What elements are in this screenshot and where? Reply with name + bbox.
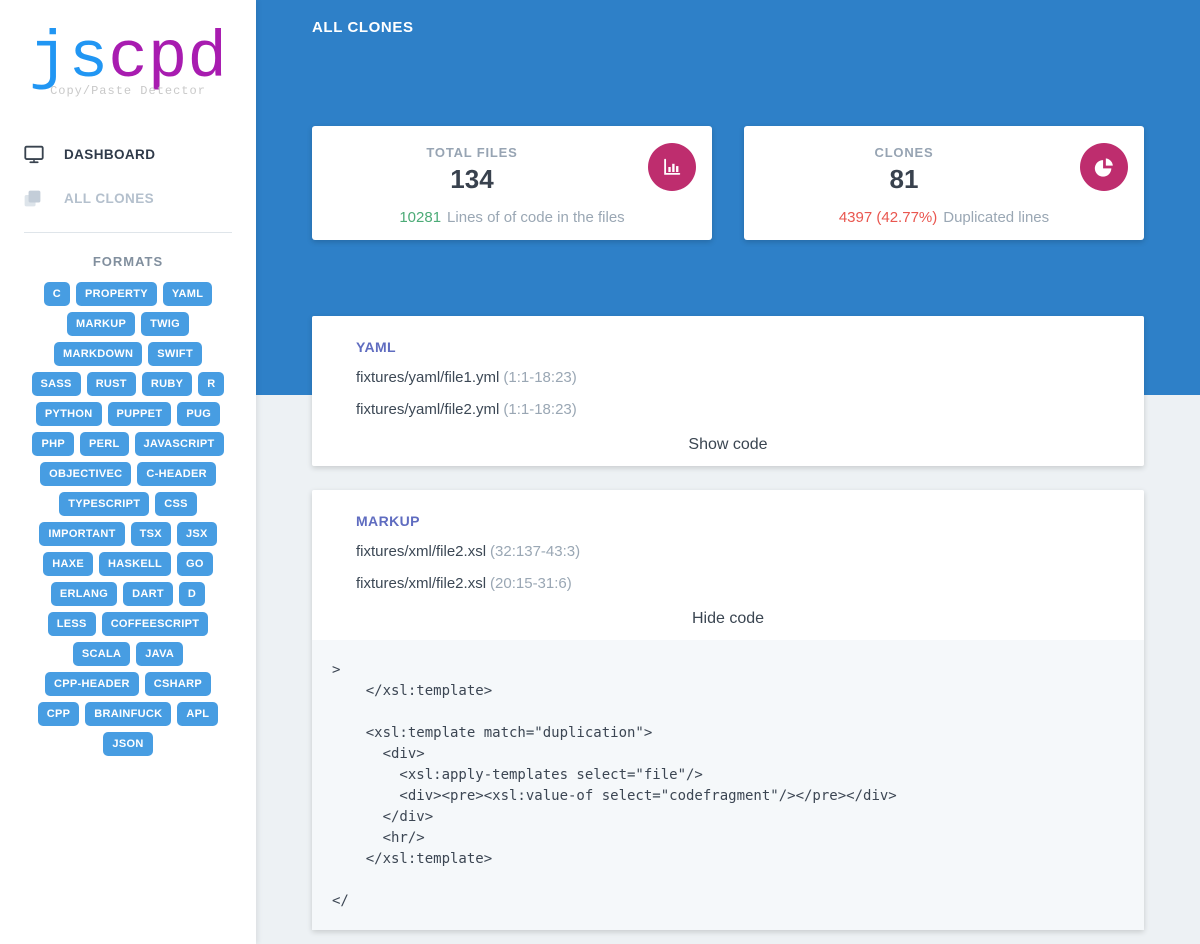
format-badge-objectivec[interactable]: OBJECTIVEC	[40, 462, 132, 486]
format-badge-ruby[interactable]: RUBY	[141, 372, 193, 396]
format-badge-java[interactable]: JAVA	[136, 642, 184, 666]
format-badge-less[interactable]: LESS	[47, 612, 96, 636]
page-title: ALL CLONES	[312, 19, 414, 36]
format-badge-markup[interactable]: MARKUP	[67, 312, 136, 336]
format-badge-scala[interactable]: SCALA	[72, 642, 131, 666]
format-badge-jsx[interactable]: JSX	[176, 522, 217, 546]
format-badge-c[interactable]: C	[43, 282, 70, 306]
clone-format-label: YAML	[356, 339, 396, 355]
clone-file-path: fixtures/xml/file2.xsl	[356, 575, 487, 592]
logo-text-js: js	[28, 21, 109, 96]
clone-file-range: (1:1-18:23)	[503, 369, 577, 386]
format-badge-json[interactable]: JSON	[103, 732, 153, 756]
format-badge-important[interactable]: IMPORTANT	[39, 522, 125, 546]
clone-head: MARKUP fixtures/xml/file2.xsl (32:137-43:…	[312, 490, 1144, 640]
format-badge-sass[interactable]: SASS	[31, 372, 81, 396]
format-badge-python[interactable]: PYTHON	[35, 402, 102, 426]
formats-heading: FORMATS	[92, 254, 164, 269]
clone-file: fixtures/xml/file2.xsl (32:137-43:3)	[356, 542, 1100, 562]
format-badge-twig[interactable]: TWIG	[141, 312, 189, 336]
clone-file-path: fixtures/yaml/file2.yml	[356, 401, 500, 418]
copy-icon	[22, 187, 48, 209]
stat-detail-text: Duplicated lines	[943, 209, 1050, 226]
format-badge-typescript[interactable]: TYPESCRIPT	[59, 492, 150, 516]
clone-file-path: fixtures/yaml/file1.yml	[356, 369, 500, 386]
format-badge-d[interactable]: D	[178, 582, 206, 606]
sidebar-item-label: ALL CLONES	[64, 190, 155, 206]
clone-group-markup: MARKUP fixtures/xml/file2.xsl (32:137-43:…	[312, 490, 1144, 930]
stat-detail: 10281 Lines of of code in the files	[312, 209, 712, 227]
main-area: ALL CLONES TOTAL FILES 134 10281 Lines of…	[256, 0, 1200, 944]
format-badge-csharp[interactable]: CSHARP	[144, 672, 211, 696]
format-badge-markdown[interactable]: MARKDOWN	[54, 342, 143, 366]
sidebar-divider	[24, 232, 232, 233]
clone-file: fixtures/yaml/file2.yml (1:1-18:23)	[356, 400, 1100, 420]
format-badge-cpp[interactable]: CPP	[37, 702, 80, 726]
format-badge-dart[interactable]: DART	[123, 582, 173, 606]
format-badge-r[interactable]: R	[198, 372, 225, 396]
main-content: ALL CLONES TOTAL FILES 134 10281 Lines of…	[256, 0, 1200, 930]
format-badge-cpp-header[interactable]: CPP-HEADER	[45, 672, 139, 696]
format-badge-property[interactable]: PROPERTY	[75, 282, 157, 306]
code-fragment: > </xsl:template> <xsl:template match="d…	[312, 640, 1144, 930]
format-badge-go[interactable]: GO	[177, 552, 213, 576]
format-badge-perl[interactable]: PERL	[79, 432, 129, 456]
stat-card-total-files: TOTAL FILES 134 10281 Lines of of code in…	[312, 126, 712, 240]
sidebar-nav: DASHBOARD ALL CLONES	[0, 132, 256, 220]
format-badge-puppet[interactable]: PUPPET	[107, 402, 172, 426]
sidebar-item-all-clones[interactable]: ALL CLONES	[0, 176, 256, 220]
format-badge-rust[interactable]: RUST	[86, 372, 136, 396]
logo-text-cpd: cpd	[108, 21, 228, 96]
clone-file-range: (1:1-18:23)	[503, 401, 577, 418]
stat-detail-value: 10281	[399, 209, 442, 226]
stat-value: 134	[450, 164, 494, 194]
clone-head: YAML fixtures/yaml/file1.yml (1:1-18:23) …	[312, 316, 1144, 466]
stat-detail-text: Lines of of code in the files	[447, 209, 625, 226]
clone-file-range: (20:15-31:6)	[490, 575, 572, 592]
stat-card-clones: CLONES 81 4397 (42.77%) Duplicated lines	[744, 126, 1144, 240]
clone-format-label: MARKUP	[356, 513, 420, 529]
format-badge-c-header[interactable]: C-HEADER	[137, 462, 216, 486]
stat-label: TOTAL FILES	[426, 145, 518, 160]
clone-file: fixtures/yaml/file1.yml (1:1-18:23)	[356, 368, 1100, 388]
format-badge-pug[interactable]: PUG	[177, 402, 221, 426]
clone-file: fixtures/xml/file2.xsl (20:15-31:6)	[356, 574, 1100, 594]
hide-code-toggle[interactable]: Hide code	[691, 610, 765, 627]
bar-chart-icon	[648, 143, 696, 191]
format-badge-haxe[interactable]: HAXE	[43, 552, 93, 576]
stat-detail: 4397 (42.77%) Duplicated lines	[744, 209, 1144, 227]
stat-label: CLONES	[874, 145, 934, 160]
format-badge-swift[interactable]: SWIFT	[148, 342, 202, 366]
format-badge-css[interactable]: CSS	[155, 492, 197, 516]
app-logo: jscpd	[0, 26, 256, 92]
formats-list: C PROPERTY YAML MARKUP TWIG MARKDOWN SWIFT SASS…	[0, 282, 256, 756]
sidebar-item-label: DASHBOARD	[64, 146, 156, 162]
clone-file-range: (32:137-43:3)	[490, 543, 581, 560]
format-badge-erlang[interactable]: ERLANG	[50, 582, 118, 606]
stat-detail-value: 4397 (42.77%)	[838, 209, 938, 226]
format-badge-php[interactable]: PHP	[32, 432, 74, 456]
pie-chart-icon	[1080, 143, 1128, 191]
format-badge-yaml[interactable]: YAML	[162, 282, 213, 306]
format-badge-coffeescript[interactable]: COFFEESCRIPT	[101, 612, 209, 636]
monitor-icon	[22, 143, 48, 165]
sidebar-item-dashboard[interactable]: DASHBOARD	[0, 132, 256, 176]
format-badge-javascript[interactable]: JAVASCRIPT	[134, 432, 224, 456]
format-badge-apl[interactable]: APL	[177, 702, 219, 726]
format-badge-brainfuck[interactable]: BRAINFUCK	[85, 702, 172, 726]
show-code-toggle[interactable]: Show code	[688, 436, 768, 453]
clone-file-path: fixtures/xml/file2.xsl	[356, 543, 487, 560]
logo-subtitle: Copy/Paste Detector	[50, 84, 206, 98]
stats-row: TOTAL FILES 134 10281 Lines of of code in…	[312, 126, 1144, 240]
format-badge-haskell[interactable]: HASKELL	[99, 552, 172, 576]
sidebar: jscpd Copy/Paste Detector DASHBOARD ALL …	[0, 0, 256, 944]
format-badge-tsx[interactable]: TSX	[130, 522, 171, 546]
stat-value: 81	[889, 164, 919, 194]
clone-group-yaml: YAML fixtures/yaml/file1.yml (1:1-18:23) …	[312, 316, 1144, 466]
